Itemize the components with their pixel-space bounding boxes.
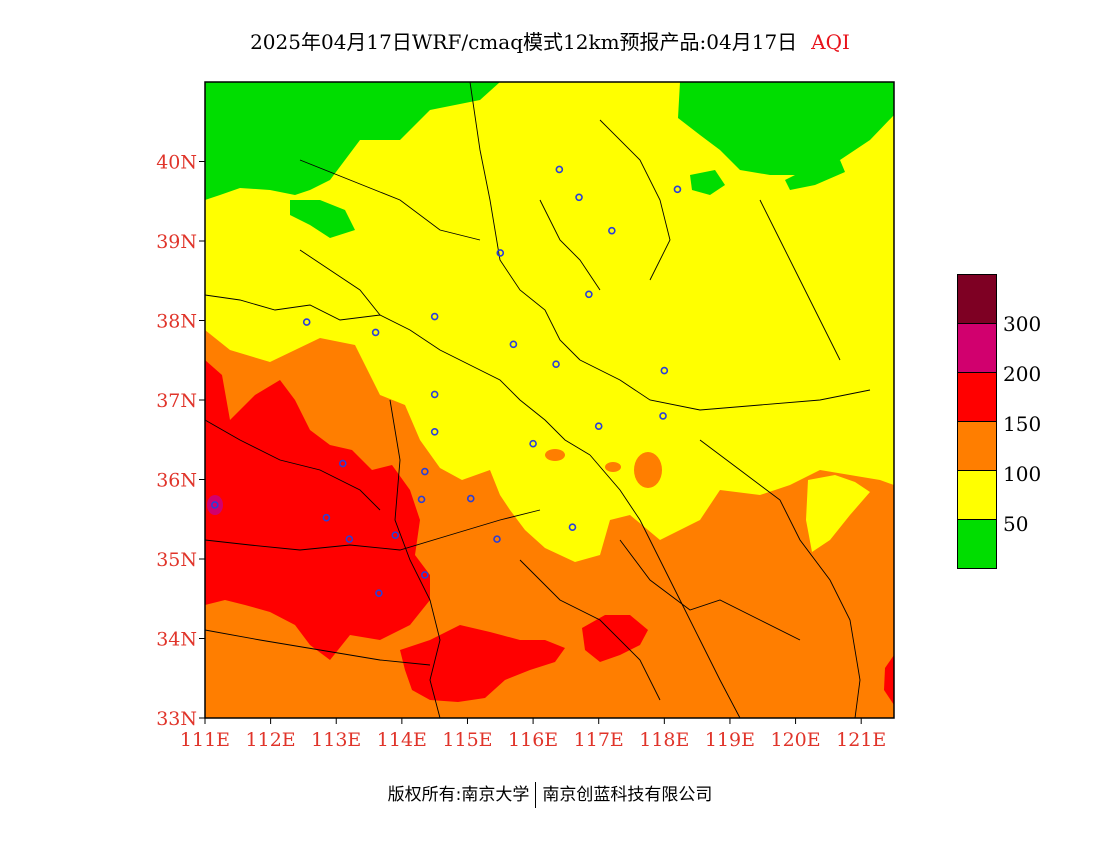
city-marker — [594, 422, 603, 431]
lon-axis-labels: 111E 112E 113E 114E 115E 116E 117E 118E 119E 120E… — [180, 729, 886, 751]
lon-tick-label: 119E — [705, 729, 755, 751]
city-markers — [211, 165, 682, 597]
aqi-red-zone-coast — [884, 655, 894, 705]
lat-tick-label: 40N — [156, 152, 197, 174]
city-marker — [430, 427, 439, 436]
aqi-green-zone-nw — [205, 82, 500, 200]
city-marker — [660, 366, 669, 375]
legend-swatch — [957, 373, 997, 422]
lat-tick-label: 34N — [156, 629, 197, 651]
city-marker — [322, 513, 331, 522]
aqi-green-zone-ne-3 — [785, 160, 845, 190]
aqi-green-zone-ne-2 — [690, 170, 725, 195]
city-marker — [430, 312, 439, 321]
lon-tick-label: 114E — [377, 729, 427, 751]
city-marker — [493, 535, 501, 543]
city-marker — [430, 390, 439, 399]
lon-tick-label: 120E — [771, 729, 821, 751]
lon-tick-label: 121E — [836, 729, 886, 751]
axis-ticks — [199, 161, 862, 724]
lon-tick-label: 115E — [442, 729, 492, 751]
legend-swatch — [957, 520, 997, 569]
lon-tick-label: 111E — [180, 729, 230, 751]
city-marker — [529, 439, 537, 448]
lat-axis-labels: 33N 34N 35N 36N 37N 38N 39N 40N — [156, 152, 197, 731]
lat-tick-label: 37N — [156, 390, 197, 412]
city-marker — [391, 531, 400, 539]
title-variable: AQI — [811, 30, 850, 54]
footer-separator — [535, 782, 537, 808]
city-marker — [421, 467, 429, 476]
lat-tick-label: 35N — [156, 549, 197, 571]
city-marker — [345, 535, 354, 543]
city-marker — [371, 328, 380, 337]
city-marker — [552, 360, 560, 369]
lon-tick-label: 118E — [639, 729, 689, 751]
aqi-green-zone-ne — [678, 82, 894, 175]
legend-label: 50 — [1003, 512, 1029, 536]
city-marker — [466, 494, 475, 503]
legend-swatch — [957, 471, 997, 520]
city-marker — [338, 459, 347, 468]
aqi-red-zone-east — [582, 615, 648, 662]
footer-owner: 版权所有:南京大学 — [387, 785, 530, 805]
lat-tick-label: 33N — [156, 708, 197, 730]
city-marker — [585, 290, 593, 299]
lon-tick-label: 113E — [311, 729, 361, 751]
legend-swatch — [957, 324, 997, 373]
aqi-green-zone-nw-2 — [290, 200, 355, 238]
city-marker — [568, 523, 577, 532]
city-marker — [575, 193, 583, 202]
aqi-magenta-spot — [207, 495, 223, 515]
province-boundaries — [205, 82, 871, 718]
city-marker — [659, 412, 667, 420]
legend-label: 150 — [1003, 412, 1042, 436]
lon-tick-label: 112E — [246, 729, 296, 751]
city-marker — [421, 571, 429, 579]
aqi-orange-spot — [634, 452, 662, 488]
aqi-red-zone-west — [205, 360, 430, 660]
aqi-orange-spot-3 — [605, 462, 621, 472]
aqi-field — [205, 82, 894, 718]
lat-tick-label: 36N — [156, 470, 197, 492]
lon-tick-label: 116E — [508, 729, 558, 751]
footer-company: 南京创蓝科技有限公司 — [542, 785, 713, 805]
map-title: 2025年04月17日WRF/cmaq模式12km预报产品:04月17日 AQI — [0, 26, 1100, 55]
city-marker — [375, 589, 383, 597]
copyright-footer: 版权所有:南京大学 南京创蓝科技有限公司 — [0, 780, 1100, 808]
legend-label: 100 — [1003, 462, 1042, 486]
legend-label: 200 — [1003, 362, 1042, 386]
aqi-red-zone-south — [400, 625, 565, 702]
legend-swatch — [957, 274, 997, 324]
lon-tick-label: 117E — [574, 729, 624, 751]
title-main: 2025年04月17日WRF/cmaq模式12km预报产品:04月17日 — [250, 30, 798, 54]
city-marker — [302, 318, 311, 326]
city-marker — [509, 340, 518, 349]
aqi-orange-spot-2 — [545, 449, 565, 461]
lat-tick-label: 39N — [156, 231, 197, 253]
legend-label: 300 — [1003, 312, 1042, 336]
city-marker — [673, 185, 682, 194]
city-marker — [608, 226, 616, 235]
city-marker — [555, 165, 564, 174]
color-legend — [957, 274, 997, 569]
legend-swatch — [957, 422, 997, 471]
lat-tick-label: 38N — [156, 311, 197, 333]
city-marker — [496, 249, 505, 257]
aqi-yellow-inlet — [806, 475, 870, 552]
city-marker — [211, 501, 219, 509]
city-marker — [417, 495, 426, 504]
